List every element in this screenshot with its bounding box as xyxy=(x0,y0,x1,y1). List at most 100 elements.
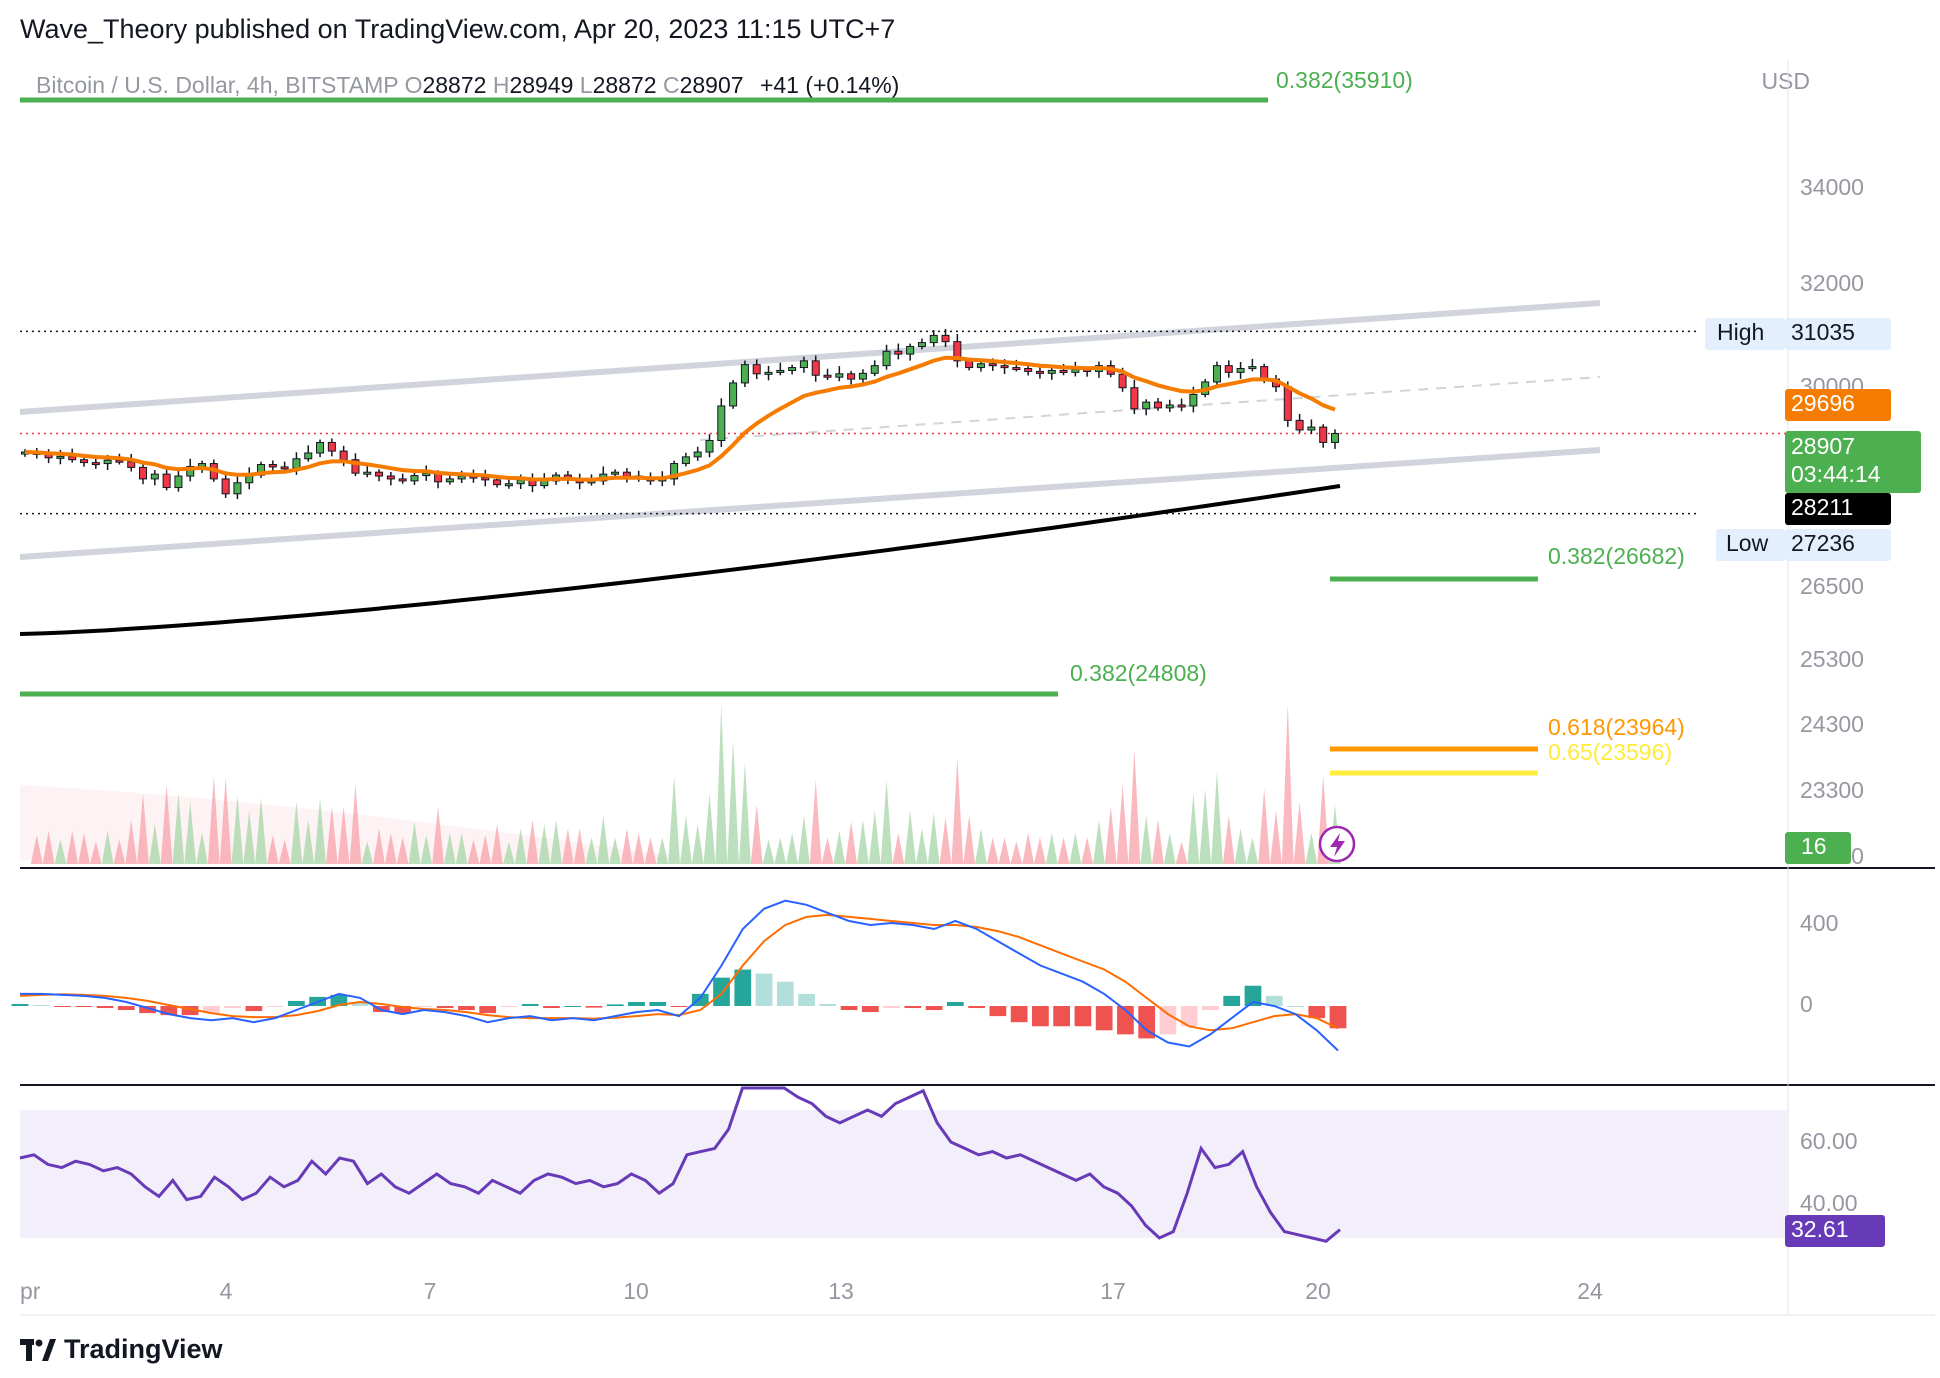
candle-down xyxy=(811,360,820,376)
low-label-bg xyxy=(1716,529,1785,561)
candle-up xyxy=(233,482,242,495)
candle-up xyxy=(56,455,65,459)
macd-histogram-bar xyxy=(202,1006,220,1014)
time-axis-tick: 24 xyxy=(1577,1278,1603,1304)
candle-down xyxy=(339,450,348,461)
candle-up xyxy=(870,365,879,374)
macd-histogram-bar xyxy=(585,1006,603,1008)
ema-50-line xyxy=(24,355,1336,482)
macd-histogram-bar xyxy=(394,1006,412,1014)
macd-histogram-bar xyxy=(54,1006,71,1007)
macd-histogram-bar xyxy=(500,1006,518,1008)
macd-histogram-bar xyxy=(1138,1006,1156,1039)
fib-label-23964: 0.618(23964) xyxy=(1548,714,1685,740)
macd-histogram-bar xyxy=(330,994,348,1006)
candle-up xyxy=(1307,426,1316,431)
low-value-badge-bg xyxy=(1785,529,1891,561)
macd-histogram-bar xyxy=(160,1006,178,1016)
candle-up xyxy=(929,334,938,344)
currency-label[interactable]: USD xyxy=(1761,68,1810,94)
macd-histogram-bar xyxy=(628,1001,645,1006)
candle-up xyxy=(670,463,679,480)
rsi-band xyxy=(20,1110,1788,1238)
ema-50-badge: 29696 xyxy=(1791,390,1855,416)
macd-histogram-bar xyxy=(564,1006,582,1007)
fib-label-23596: 0.65(23596) xyxy=(1548,739,1672,765)
candle-up xyxy=(292,458,301,469)
candle-down xyxy=(965,360,974,369)
candle-down xyxy=(1295,419,1304,431)
macd-axis-tick: 400 xyxy=(1800,910,1838,936)
macd-histogram-bar xyxy=(755,973,773,1006)
candle-down xyxy=(351,459,360,474)
tradingview-brand: TradingView xyxy=(64,1334,223,1364)
candle-up xyxy=(799,360,808,369)
low-label: Low xyxy=(1726,530,1769,556)
low-label: L xyxy=(579,72,593,98)
published-by: Wave_Theory published on TradingView.com… xyxy=(20,14,896,44)
macd-histogram-bar xyxy=(1074,1006,1092,1027)
candle-up xyxy=(1071,368,1080,373)
candle-down xyxy=(493,479,502,486)
candle-down xyxy=(162,473,171,489)
macd-histogram-bar xyxy=(1010,1006,1028,1023)
rsi-axis-tick: 60.00 xyxy=(1800,1128,1858,1154)
time-axis-tick: 13 xyxy=(828,1278,854,1304)
candle-down xyxy=(1000,365,1009,369)
candle-down xyxy=(941,334,950,343)
macd-histogram-bar xyxy=(1244,985,1262,1006)
candle-up xyxy=(410,475,419,482)
high-label: High xyxy=(1717,319,1764,345)
rsi-value-badge-bg xyxy=(1785,1215,1885,1247)
volume-badge-bg xyxy=(1785,832,1851,864)
macd-histogram-bar xyxy=(415,1006,433,1008)
macd-histogram-bar xyxy=(904,1006,922,1009)
candle-up xyxy=(740,364,749,384)
macd-histogram-bar xyxy=(861,1006,879,1013)
candle-down xyxy=(1130,387,1139,410)
fib-label-35910: 0.382(35910) xyxy=(1276,67,1413,93)
candle-up xyxy=(717,405,726,442)
low-value-badge: 27236 xyxy=(1791,530,1855,556)
candle-down xyxy=(823,374,832,378)
ema-50-badge-bg xyxy=(1785,389,1891,421)
macd-histogram-bar xyxy=(840,1006,858,1011)
candle-down xyxy=(91,462,100,466)
time-axis-tick: 7 xyxy=(424,1278,437,1304)
candle-down xyxy=(481,476,490,481)
macd-histogram-bar xyxy=(883,1006,900,1009)
candle-down xyxy=(752,364,761,375)
candle-up xyxy=(1330,432,1340,443)
candle-up xyxy=(504,483,513,487)
candle-up xyxy=(1212,365,1221,383)
channel-lower xyxy=(19,447,1601,560)
candle-up xyxy=(316,441,325,454)
change-value: +41 (+0.14%) xyxy=(759,72,900,98)
candle-up xyxy=(445,478,454,483)
macd-histogram-bar xyxy=(925,1006,943,1011)
high-value-badge: 31035 xyxy=(1791,319,1855,345)
candle-up xyxy=(611,471,620,475)
volume-area-down xyxy=(30,704,1330,864)
macd-histogram-bar xyxy=(606,1004,624,1006)
fib-label-24808: 0.382(24808) xyxy=(1070,660,1207,686)
lightning-bolt-glyph xyxy=(1330,833,1345,857)
candle-up xyxy=(764,371,773,375)
candle-down xyxy=(327,441,336,452)
volume-badge: 16 xyxy=(1801,833,1827,859)
candle-down xyxy=(1059,369,1068,373)
candle-down xyxy=(1283,386,1292,421)
candle-up xyxy=(150,473,159,480)
close-value: 28907 xyxy=(679,72,744,98)
macd-histogram-bar xyxy=(1032,1006,1049,1027)
candle-down xyxy=(268,464,277,468)
symbol-name[interactable]: Bitcoin / U.S. Dollar, 4h, BITSTAMP xyxy=(36,72,399,98)
candle-up xyxy=(174,475,183,489)
fib-label-26682: 0.382(26682) xyxy=(1548,543,1685,569)
tradingview-logo-icon xyxy=(20,1338,56,1361)
macd-histogram-bar xyxy=(458,1006,475,1011)
tradingview-logo[interactable]: TradingView xyxy=(20,1334,223,1365)
macd-histogram-bar xyxy=(1265,995,1283,1006)
macd-histogram-bar xyxy=(224,1006,241,1009)
